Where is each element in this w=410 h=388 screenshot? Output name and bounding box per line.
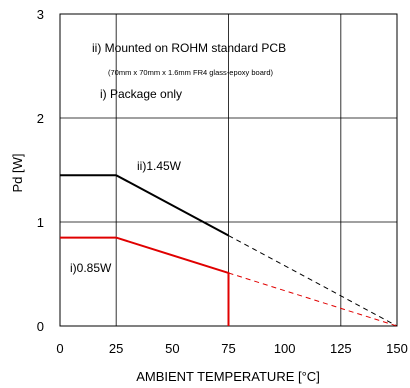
series-ii-solid-line bbox=[60, 174, 229, 237]
series-ii-dashed-line bbox=[228, 235, 398, 327]
x-tick-label: 0 bbox=[56, 341, 63, 356]
y-tick-label: 2 bbox=[37, 111, 44, 126]
y-tick-label: 0 bbox=[37, 319, 44, 334]
y-tick-label: 1 bbox=[37, 215, 44, 230]
series-label-i: i)0.85W bbox=[70, 261, 112, 275]
x-tick-label: 150 bbox=[386, 341, 408, 356]
x-tick-labels: 0 25 50 75 100 125 150 bbox=[56, 341, 407, 356]
x-tick-label: 75 bbox=[221, 341, 235, 356]
legend-line-2: (70mm x 70mm x 1.6mm FR4 glass-epoxy boa… bbox=[108, 68, 274, 77]
series-label-ii: ii)1.45W bbox=[137, 159, 182, 173]
legend-line-1: ii) Mounted on ROHM standard PCB bbox=[92, 41, 286, 55]
series-group bbox=[60, 174, 398, 327]
y-axis-title: Pd [W] bbox=[10, 153, 25, 192]
y-tick-labels: 0 1 2 3 bbox=[37, 7, 44, 334]
series-i-dashed-line bbox=[228, 272, 398, 327]
x-tick-label: 125 bbox=[330, 341, 352, 356]
x-tick-label: 50 bbox=[165, 341, 179, 356]
y-tick-label: 3 bbox=[37, 7, 44, 22]
x-axis-title: AMBIENT TEMPERATURE [°C] bbox=[136, 369, 320, 384]
x-tick-label: 25 bbox=[109, 341, 123, 356]
legend-line-3: i) Package only bbox=[100, 87, 182, 101]
x-tick-label: 100 bbox=[274, 341, 296, 356]
series-i-solid-line bbox=[60, 236, 230, 326]
